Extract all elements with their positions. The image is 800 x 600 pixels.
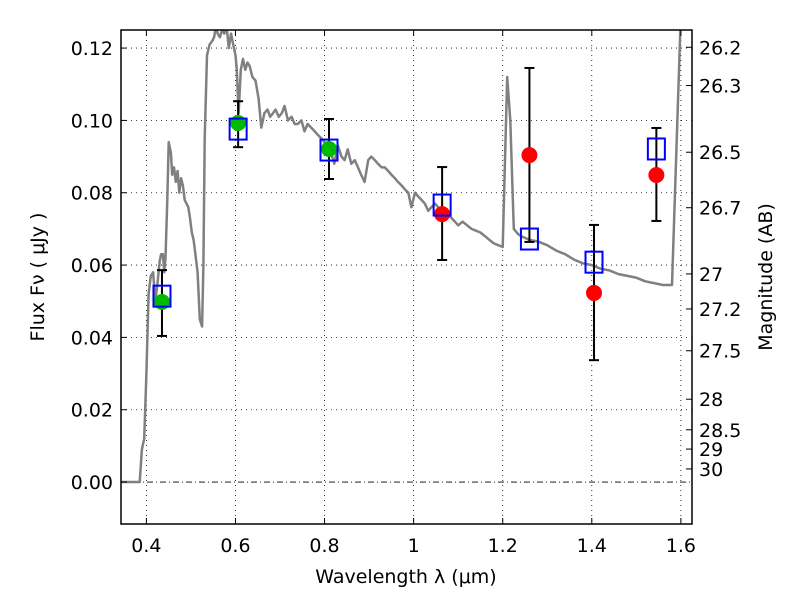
- y-tick-label: 0.00: [71, 472, 113, 494]
- y-tick-label: 0.08: [71, 183, 113, 205]
- errorbars: [156, 66, 662, 362]
- x-tick-label: 1.6: [666, 535, 696, 557]
- model-box: [152, 284, 172, 308]
- grid-lines: [121, 30, 692, 524]
- x-tick-label: 1.2: [488, 535, 518, 557]
- y-axis-left: 0.00 0.02 0.04 0.06 0.08 0.10 0.12: [71, 38, 127, 494]
- model-spectrum: [121, 30, 682, 484]
- model-box: [228, 117, 248, 141]
- x-axis-label: Wavelength λ (μm): [315, 566, 496, 588]
- right-tick-label: 27: [699, 264, 723, 286]
- right-tick-label: 27.5: [699, 341, 741, 363]
- data-point: [230, 114, 247, 131]
- x-tick-label: 1: [408, 535, 420, 557]
- right-tick-label: 30: [699, 459, 723, 481]
- y-tick-label: 0.10: [71, 110, 113, 132]
- y-tick-label: 0.12: [71, 38, 113, 60]
- data-point: [648, 167, 665, 184]
- data-point: [586, 284, 603, 301]
- right-tick-label: 26.2: [699, 37, 741, 59]
- model-spectrum-line: [121, 30, 682, 484]
- x-tick-label: 1.4: [577, 535, 607, 557]
- right-tick-label: 26.5: [699, 142, 741, 164]
- right-tick-label: 26.7: [699, 198, 741, 220]
- data-point: [321, 140, 338, 157]
- model-box: [319, 138, 339, 162]
- model-box: [432, 193, 452, 217]
- y-tick-label: 0.02: [71, 400, 113, 422]
- model-photometry-boxes: [152, 117, 666, 308]
- right-tick-label: 28: [699, 389, 723, 411]
- right-tick-label: 29: [699, 439, 723, 461]
- y-tick-label: 0.04: [71, 327, 113, 349]
- observed-points: [153, 114, 665, 310]
- x-tick-label: 0.8: [309, 535, 339, 557]
- x-axis: 0.4 0.6 0.8 1 1.2 1.4 1.6: [131, 30, 696, 557]
- model-box: [519, 227, 539, 251]
- plot-frame: [120, 29, 693, 525]
- data-point: [434, 206, 451, 223]
- right-tick-label: 28.5: [699, 420, 741, 442]
- right-tick-label: 26.3: [699, 76, 741, 98]
- model-box: [584, 250, 604, 274]
- x-tick-label: 0.4: [131, 535, 161, 557]
- data-point: [521, 147, 538, 164]
- model-box: [646, 137, 666, 161]
- y-axis-right-label: Magnitude (AB): [755, 203, 777, 351]
- y-axis-label: Flux Fν ( μJy ): [27, 213, 49, 342]
- right-tick-label: 27.2: [699, 299, 741, 321]
- x-tick-label: 0.6: [220, 535, 250, 557]
- y-tick-label: 0.06: [71, 255, 113, 277]
